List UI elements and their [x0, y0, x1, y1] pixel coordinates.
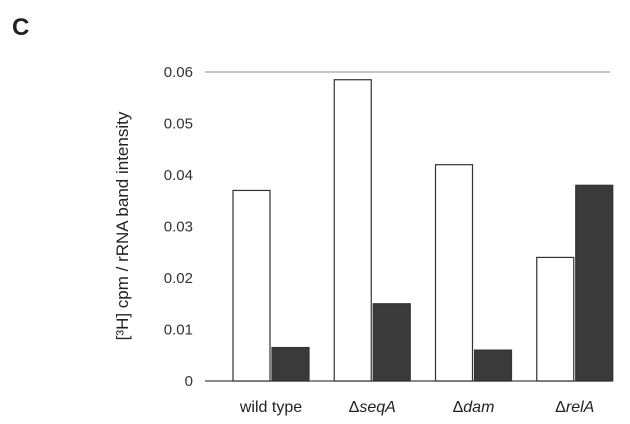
y-tick-label: 0 [185, 373, 193, 390]
y-tick-label: 0.03 [164, 219, 193, 236]
y-axis-title: [³H] cpm / rRNA band intensity [113, 111, 132, 340]
bar-2-series-0 [434, 164, 474, 382]
bar-1-series-1 [372, 303, 411, 382]
y-tick-label: 0.05 [164, 116, 193, 133]
y-tick-label: 0.04 [164, 167, 193, 184]
category-label: Δdam [453, 399, 495, 416]
delta-prefix: Δ [349, 399, 360, 416]
bar-0-series-1 [271, 346, 310, 382]
y-axis-label: [³H] cpm / rRNA band intensity [113, 111, 132, 340]
y-tick-label: 0.02 [164, 270, 193, 287]
bar-1-series-0 [333, 79, 372, 382]
delta-prefix: Δ [555, 399, 566, 416]
y-tick-label: 0.06 [164, 64, 193, 81]
bar-3-series-1 [575, 184, 614, 382]
bar-2-series-1 [473, 349, 513, 382]
category-name: seqA [359, 399, 395, 416]
bar-3-series-0 [536, 256, 575, 382]
category-label: ΔrelA [555, 399, 594, 416]
y-tick-label: 0.01 [164, 322, 193, 339]
delta-prefix: Δ [453, 399, 464, 416]
category-name: wild type [239, 399, 302, 416]
category-label: wild type [239, 399, 302, 416]
category-name: dam [463, 399, 494, 416]
category-name: relA [566, 399, 594, 416]
category-labels: wild type ΔseqA Δdam ΔrelA [239, 399, 594, 416]
bar-0-series-0 [232, 189, 271, 382]
bars [232, 79, 614, 382]
panel-letter: C [12, 14, 30, 41]
category-label: ΔseqA [349, 399, 396, 416]
y-tick-labels: 0 0.01 0.02 0.03 0.04 0.05 0.06 [164, 64, 193, 390]
